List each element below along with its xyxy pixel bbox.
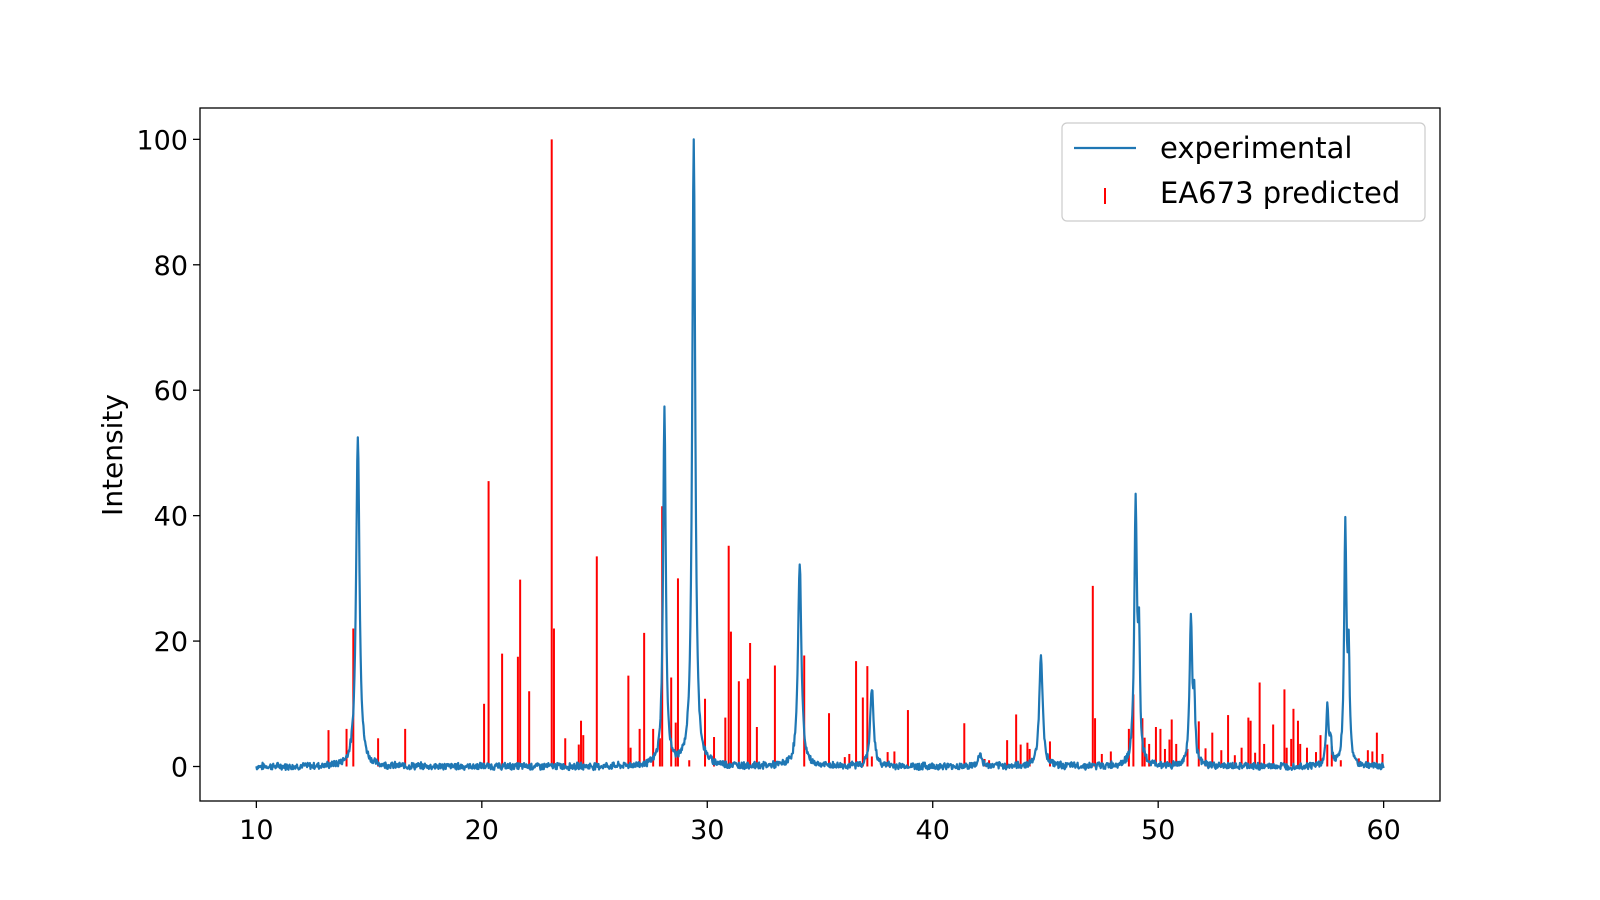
y-tick-label: 40 [154, 502, 188, 533]
x-tick-label: 60 [1366, 815, 1400, 846]
legend: experimental EA673 predicted [1061, 122, 1426, 222]
y-axis-label: Intensity [96, 394, 129, 516]
x-tick-label: 40 [916, 815, 950, 846]
legend-predicted-label: EA673 predicted [1160, 176, 1400, 210]
legend-experimental-label: experimental [1160, 131, 1352, 165]
y-tick-label: 0 [171, 753, 188, 784]
experimental-series-line [255, 138, 1385, 772]
x-tick-label: 10 [239, 815, 273, 846]
x-tick-label: 30 [690, 815, 724, 846]
y-tick-label: 80 [154, 251, 188, 282]
y-tick-label: 20 [154, 627, 188, 658]
predicted-sticks [327, 139, 1384, 767]
plot-frame [199, 107, 1441, 802]
y-axis: 0 20 40 60 80 100 [136, 125, 200, 784]
legend-box [1061, 122, 1426, 222]
x-tick-label: 50 [1141, 815, 1175, 846]
x-axis: 10 20 30 40 50 60 [239, 801, 1401, 846]
y-tick-label: 60 [154, 376, 188, 407]
y-tick-label: 100 [136, 125, 188, 156]
x-tick-label: 20 [465, 815, 499, 846]
